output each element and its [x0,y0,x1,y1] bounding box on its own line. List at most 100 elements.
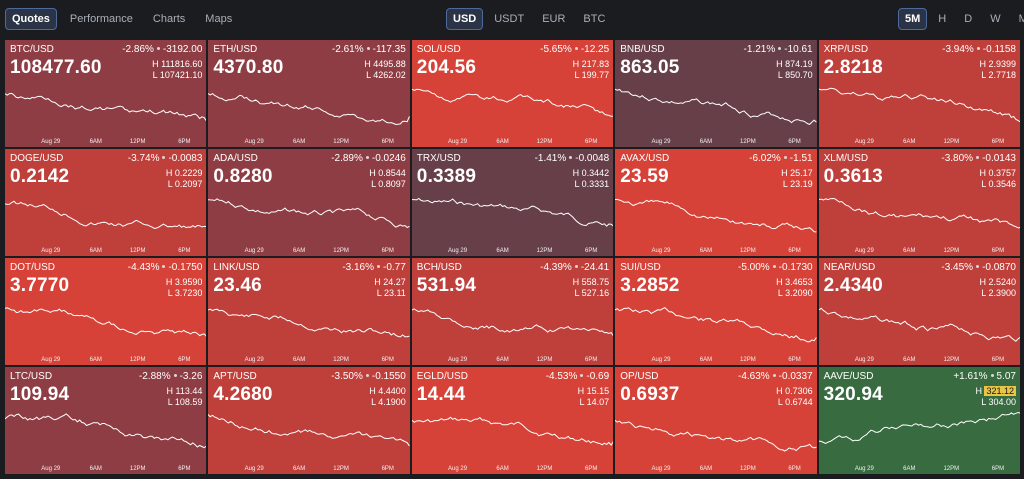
tab-quotes[interactable]: Quotes [5,8,57,30]
timeframe-w[interactable]: W [990,13,1001,25]
quote-tile-avax[interactable]: AVAX/USD -6.02% -1.51 23.59 H 25.17 L 23.19 Au… [615,149,817,256]
separator-dot [365,155,369,159]
day-high: 111816.60 [161,59,203,69]
quote-tile-btc[interactable]: BTC/USD -2.86% -3192.00 108477.60 H 111816.6… [5,40,207,147]
percent-change: -2.86% [122,44,154,55]
timeframe-d[interactable]: D [964,13,973,25]
day-high: 4495.88 [373,59,406,69]
ticker-symbol: AVAX/USD [620,153,670,164]
currency-eur[interactable]: EUR [542,13,566,25]
day-low: 4.1900 [378,397,406,407]
time-axis-label: 12PM [943,248,960,254]
quote-tile-ltc[interactable]: LTC/USD -2.88% -3.26 109.94 H 113.44 L 108.59… [5,367,207,474]
tab-charts[interactable]: Charts [152,13,186,25]
last-price: 0.3389 [416,166,477,187]
quote-tile-egld[interactable]: EGLD/USD -4.53% -0.69 14.44 H 15.15 L 14.07 Au… [411,367,614,474]
quote-tile-bnb[interactable]: BNB/USD -1.21% -10.61 863.05 H 874.19 L 850.7… [615,40,817,147]
quote-tile-xrp[interactable]: XRP/USD -3.94% -0.1158 2.8218 H 2.9399 L 2.77… [818,40,1020,147]
last-price: 0.6937 [620,384,680,405]
time-axis-label: 6AM [89,248,102,254]
change-readout: -4.43% -0.1750 [128,262,203,273]
quote-tile-op[interactable]: OP/USD -4.63% -0.0337 0.6937 H 0.7306 L 0.674… [615,367,817,474]
absolute-change: -0.0083 [168,153,203,164]
quote-tile-bch[interactable]: BCH/USD -4.39% -24.41 531.94 H 558.75 L 527.1… [411,258,614,365]
time-axis-label: 12PM [740,248,756,254]
time-axis-label: 6AM [89,357,102,363]
separator-dot [377,264,380,268]
day-high: 113.44 [175,386,203,396]
quote-tile-ada[interactable]: ADA/USD -2.89% -0.0246 0.8280 H 0.8544 L 0.80… [208,149,410,256]
ticker-symbol: ADA/USD [213,153,258,164]
absolute-change: -0.1730 [778,262,813,273]
quote-tile-xlm[interactable]: XLM/USD -3.80% -0.0143 0.3613 H 0.3757 L 0.35… [818,149,1020,256]
quote-tile-apt[interactable]: APT/USD -3.50% -0.1550 4.2680 H 4.4400 L 4.19… [208,367,410,474]
quote-tile-sui[interactable]: SUI/USD -5.00% -0.1730 3.2852 H 3.4653 L 3.20… [615,258,817,365]
price-line [5,308,206,337]
time-axis-label: 6PM [381,466,394,472]
currency-usdt[interactable]: USDT [494,13,525,25]
time-axis-label: Aug 29 [41,357,61,363]
quote-tile-link[interactable]: LINK/USD -3.16% -0.77 23.46 H 24.27 L 23.11 Au… [208,258,410,365]
time-axis-label: 12PM [129,139,146,145]
day-low: 199.77 [581,70,610,80]
day-high: 558.75 [581,277,610,287]
change-readout: -2.86% -3192.00 [122,44,202,55]
sparkline-chart [412,298,613,356]
percent-change: +1.61% [953,371,988,382]
day-low: 304.00 [988,397,1016,407]
ticker-symbol: BNB/USD [620,44,665,55]
sparkline-chart [819,298,1020,356]
time-axis-label: Aug 29 [854,466,874,472]
percent-change: -4.53% [545,371,578,382]
quote-tile-near[interactable]: NEAR/USD -3.45% -0.0870 2.4340 H 2.5240 L 2.3… [818,258,1020,365]
time-axis-label: 6PM [584,248,598,254]
separator-dot [569,155,573,159]
separator-dot [990,373,994,377]
sparkline-chart [5,407,206,465]
time-axis-label: 6PM [584,357,598,363]
price-line [615,308,816,342]
time-axis-label: 6PM [178,248,191,254]
change-readout: -3.50% -0.1550 [331,371,406,382]
time-axis-label: 12PM [943,357,960,363]
quote-tile-dot[interactable]: DOT/USD -4.43% -0.1750 3.7770 H 3.9590 L 3.72… [5,258,207,365]
last-price: 23.59 [620,166,669,187]
time-axis-label: 6AM [699,466,713,472]
tab-maps[interactable]: Maps [205,13,233,25]
change-readout: -3.94% -0.1158 [942,44,1016,55]
day-low: 108.59 [174,397,203,407]
time-axis-label: 6PM [381,357,394,363]
time-axis-label: 12PM [536,139,553,145]
quote-tile-aave[interactable]: AAVE/USD +1.61% 5.07 320.94 H 321.12 L 304.00… [818,367,1020,474]
quote-tile-sol[interactable]: SOL/USD -5.65% -12.25 204.56 H 217.83 L 199.7… [411,40,614,147]
absolute-change: -0.0870 [982,262,1016,273]
day-high: 0.3442 [581,168,610,178]
day-high: 874.19 [785,59,813,69]
percent-change: -5.65% [540,44,572,55]
separator-dot [772,264,776,268]
high-low: H 4495.88 L 4262.02 [364,59,406,80]
ticker-symbol: SOL/USD [416,44,461,55]
absolute-change: -0.69 [586,371,610,382]
high-low: H 2.5240 L 2.3900 [979,277,1016,298]
currency-usd[interactable]: USD [446,8,484,30]
percent-change: -1.21% [743,44,776,55]
quote-tile-doge[interactable]: DOGE/USD -3.74% -0.0083 0.2142 H 0.2229 L 0.2… [5,149,207,256]
high-low: H 15.15 L 14.07 [577,386,610,407]
quote-tile-trx[interactable]: TRX/USD -1.41% -0.0048 0.3389 H 0.3442 L 0.33… [411,149,614,256]
ticker-symbol: ETH/USD [213,44,258,55]
quote-tile-eth[interactable]: ETH/USD -2.61% -117.35 4370.80 H 4495.88 L 42… [208,40,410,147]
price-line [819,88,1020,122]
timeframe-m[interactable]: M [1018,13,1024,25]
currency-btc[interactable]: BTC [583,13,606,25]
sparkline-chart [208,407,409,465]
time-axis-label: 6AM [292,466,306,472]
ticker-symbol: LTC/USD [10,371,53,382]
time-axis-label: 6PM [788,139,801,145]
absolute-change: -0.0048 [575,153,610,164]
percent-change: -2.61% [331,44,364,55]
tab-performance[interactable]: Performance [69,13,133,25]
timeframe-5m[interactable]: 5M [898,8,928,30]
timeframe-h[interactable]: H [938,13,947,25]
sparkline-chart [819,80,1020,138]
